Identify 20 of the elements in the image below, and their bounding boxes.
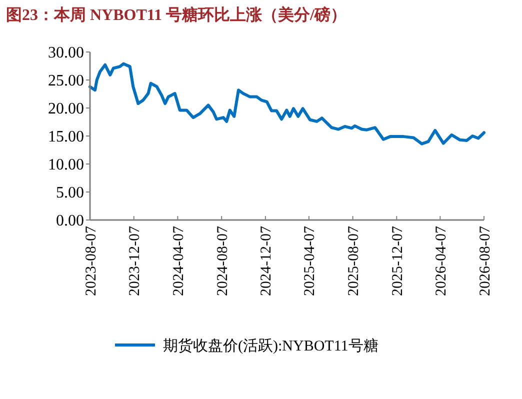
y-tick-label: 20.00: [48, 100, 84, 118]
x-tick-label: 2023-12-07: [127, 226, 144, 296]
chart-title: 图23：本周 NYBOT11 号糖环比上涨（美分/磅）: [6, 5, 346, 24]
y-tick-label: 25.00: [48, 72, 84, 90]
x-tick-label: 2025-12-07: [390, 226, 406, 296]
x-tick-label: 2026-04-07: [433, 226, 450, 296]
x-tick-label: 2025-08-07: [346, 226, 362, 296]
legend-label: 期货收盘价(活跃):NYBOT11号糖: [163, 337, 378, 354]
x-tick-label: 2023-08-07: [83, 226, 100, 296]
y-tick-label: 5.00: [56, 184, 84, 202]
y-tick-label: 15.00: [48, 128, 84, 146]
x-tick-label: 2024-12-07: [258, 226, 275, 296]
x-tick-label: 2025-04-07: [302, 226, 318, 296]
x-tick-label: 2024-04-07: [170, 226, 187, 296]
x-tick-label: 2024-08-07: [214, 226, 231, 296]
y-tick-label: 10.00: [48, 156, 84, 174]
x-tick-label: 2026-08-07: [477, 226, 494, 296]
line-series: [88, 62, 486, 146]
y-tick-label: 0.00: [56, 212, 84, 230]
y-tick-label: 30.00: [48, 44, 84, 62]
